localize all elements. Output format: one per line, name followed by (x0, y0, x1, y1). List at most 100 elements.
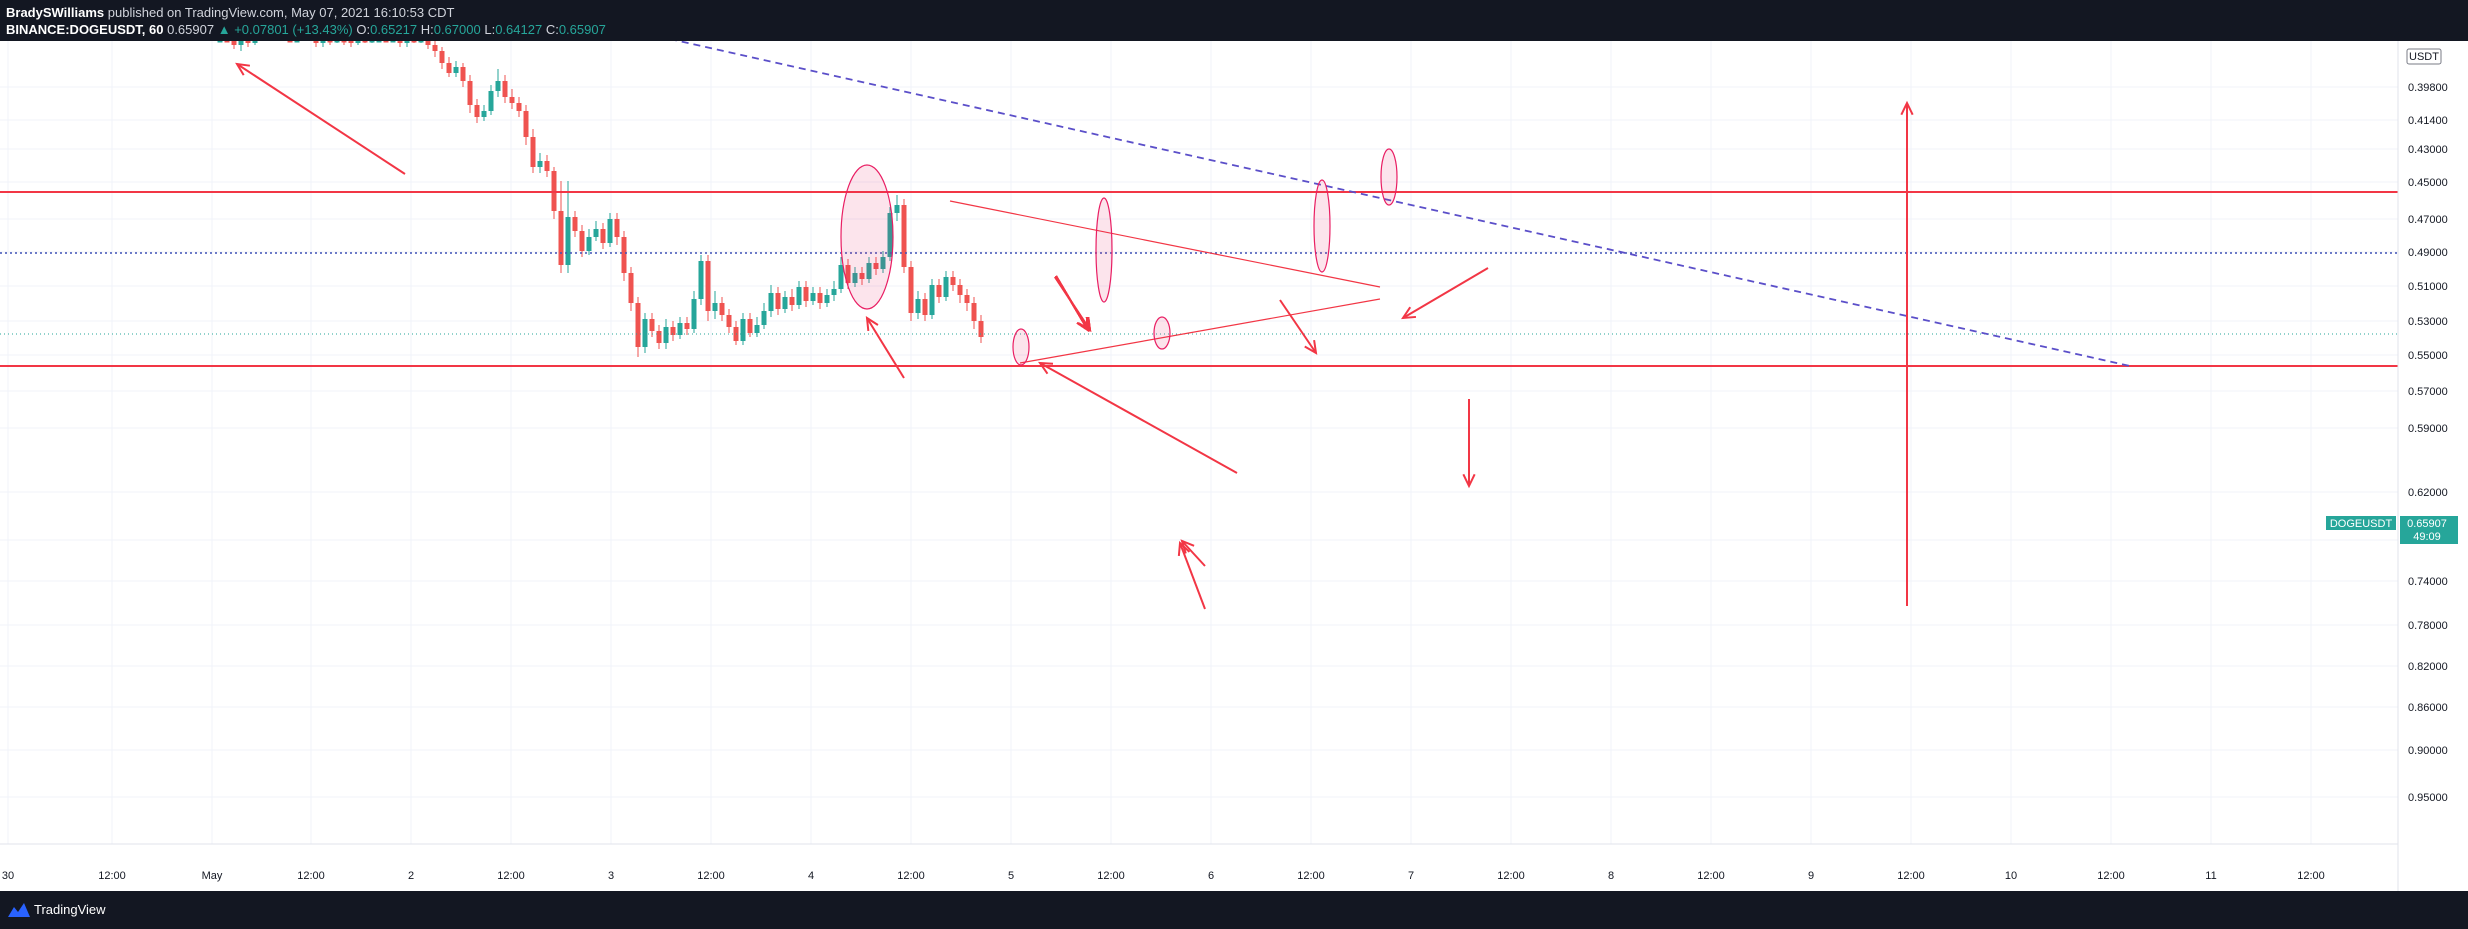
candle-down (845, 265, 851, 283)
candle-down (600, 229, 606, 243)
candle-down (803, 287, 809, 301)
price-tick-label: 0.47000 (2408, 214, 2448, 226)
price-tick-label: 0.86000 (2408, 702, 2448, 714)
time-tick-label: 7 (1408, 870, 1414, 882)
ohlc-close-value: 0.65907 (558, 22, 606, 37)
price-tick-label: 0.90000 (2408, 745, 2448, 757)
chart-header: BradySWilliams published on TradingView.… (0, 0, 2468, 41)
time-tick-label: 30 (2, 870, 14, 882)
arrow-bottom-mid (1179, 542, 1206, 610)
time-tick-label: 6 (1208, 870, 1214, 882)
arrow-large-ellipse-head (865, 316, 879, 332)
candle-down (544, 161, 550, 171)
candle-up (698, 261, 704, 299)
candle-up (294, 41, 300, 43)
candle-down (957, 285, 963, 295)
candle-up (824, 295, 830, 303)
candle-down (649, 319, 655, 331)
candle-down (474, 105, 480, 117)
candle-up (217, 41, 223, 43)
candle-up (768, 293, 774, 311)
price-chart[interactable]: USDT 0.39800 0.41400 0.43000 0.45000 0.47000… (0, 41, 2468, 891)
candle-down (726, 315, 732, 327)
arrow-bottom-mid-head (1177, 540, 1191, 557)
candle-up (453, 67, 459, 73)
price-tick-label: 0.57000 (2408, 386, 2448, 398)
candle-down (460, 67, 466, 81)
symbol-price-tag: DOGEUSDT 0.65907 49:09 (2326, 516, 2458, 544)
time-tick-label: 9 (1808, 870, 1814, 882)
candle-up (334, 41, 340, 43)
arrow-triangle-apex (1181, 540, 1206, 567)
time-tick-label: 12:00 (2097, 870, 2125, 882)
arrow-top-left-head (235, 62, 251, 76)
candle-up (852, 273, 858, 283)
candle-down (635, 303, 641, 347)
candle-up (691, 299, 697, 329)
highlight-ellipse-low-1 (1012, 328, 1030, 366)
candle-down (628, 273, 634, 303)
highlight-ellipse-low-2 (1153, 316, 1171, 350)
time-tick-label: May (202, 870, 223, 882)
price-axis[interactable]: USDT 0.39800 0.41400 0.43000 0.45000 0.47000… (2406, 48, 2448, 804)
candle-down (439, 51, 445, 63)
time-tick-label: 12:00 (1497, 870, 1525, 882)
candle-down (558, 211, 564, 265)
symbol-tag-bg (2326, 516, 2396, 530)
tradingview-logo-icon[interactable] (8, 903, 30, 917)
symbol-tag-text: DOGEUSDT (2330, 518, 2393, 530)
footer-brand[interactable]: TradingView (34, 902, 106, 917)
time-axis[interactable]: 30 12:00 May 12:00 2 12:00 3 12:00 4 12:00 5 12:00 6… (2, 870, 2325, 882)
arrow-low-left (1039, 362, 1238, 474)
candle-down (509, 97, 515, 103)
price-tick-label: 0.74000 (2408, 576, 2448, 588)
candle-down (362, 41, 368, 43)
candle-up (390, 41, 396, 43)
price-tick-label: 0.59000 (2408, 423, 2448, 435)
arrow-triangle-apex-head (1180, 539, 1195, 554)
candle-down (411, 41, 417, 43)
candle-down (859, 273, 865, 279)
candle-up (761, 311, 767, 325)
candle-down (341, 41, 347, 43)
candle-down (670, 327, 676, 335)
candle-down (446, 63, 452, 73)
candle-up (565, 217, 571, 265)
chart-pane[interactable]: USDT 0.39800 0.41400 0.43000 0.45000 0.47000… (0, 41, 2468, 891)
ohlc-high-label: H: (420, 22, 434, 37)
currency-badge[interactable] (2406, 48, 2442, 65)
candle-down (908, 267, 914, 313)
author-name[interactable]: BradySWilliams (6, 5, 105, 20)
ohlc-high-value: 0.67000 (433, 22, 481, 37)
highlight-ellipse-peak (1380, 148, 1398, 206)
candle-down (348, 41, 354, 43)
candlesticks (217, 41, 984, 357)
candle-up (404, 41, 410, 43)
candle-up (355, 41, 361, 43)
candle-down (383, 41, 389, 43)
candle-down (978, 321, 984, 337)
time-tick-label: 2 (408, 870, 414, 882)
candle-up (376, 41, 382, 43)
candle-down (467, 81, 473, 105)
time-tick-label: 12:00 (697, 870, 725, 882)
candle-up (831, 289, 837, 295)
candle-up (677, 323, 683, 335)
price-tick-label: 0.43000 (2408, 144, 2448, 156)
candle-down (579, 231, 585, 251)
candle-up (488, 91, 494, 111)
price-tick-label: 0.53000 (2408, 316, 2448, 328)
time-tick-label: 10 (2005, 870, 2017, 882)
candle-up (943, 277, 949, 297)
candle-down (684, 323, 690, 329)
candle-down (432, 45, 438, 51)
symbol-name[interactable]: BINANCE:DOGEUSDT, 60 (6, 22, 164, 37)
arrow-low-left-head (1037, 361, 1054, 375)
candle-down (775, 293, 781, 309)
time-tick-label: 12:00 (297, 870, 325, 882)
ohlc-low-value: 0.64127 (495, 22, 543, 37)
price-tick-label: 0.95000 (2408, 792, 2448, 804)
symbol-info: BINANCE:DOGEUSDT, 60 0.65907 ▲ +0.07801 … (6, 22, 606, 37)
candle-up (642, 319, 648, 347)
candle-down (502, 81, 508, 97)
